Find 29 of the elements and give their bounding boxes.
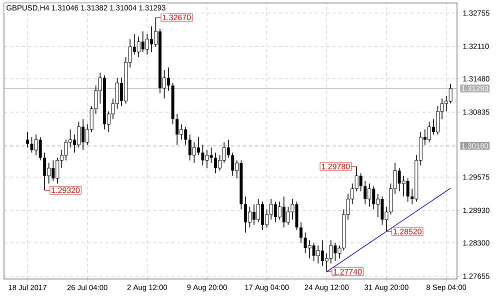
candlestick: [406, 178, 410, 202]
candlestick: [192, 142, 196, 164]
candlestick: [136, 36, 140, 58]
candlestick: [176, 114, 179, 146]
candlestick: [368, 183, 372, 208]
candlestick: [34, 134, 38, 156]
candlestick: [26, 132, 29, 148]
candlestick: [205, 150, 209, 168]
candlestick: [64, 139, 68, 161]
candlestick: [196, 136, 200, 156]
candlestick: [226, 139, 230, 158]
candlestick: [359, 172, 362, 192]
candlestick: [427, 121, 431, 143]
candlestick: [364, 180, 367, 205]
candlestick: [329, 240, 333, 264]
candlestick: [308, 240, 312, 259]
candlestick: [56, 157, 60, 184]
candlestick: [316, 245, 320, 264]
candlestick: [448, 83, 452, 104]
candlestick: [231, 152, 234, 176]
candlestick: [248, 206, 252, 228]
candlestick: [278, 201, 282, 220]
candlestick: [145, 34, 149, 55]
candlestick: [256, 198, 260, 223]
candlestick: [436, 106, 440, 135]
candlestick: [214, 152, 218, 174]
candlestick: [43, 152, 46, 191]
candlestick: [77, 121, 81, 148]
candlestick: [300, 222, 303, 244]
